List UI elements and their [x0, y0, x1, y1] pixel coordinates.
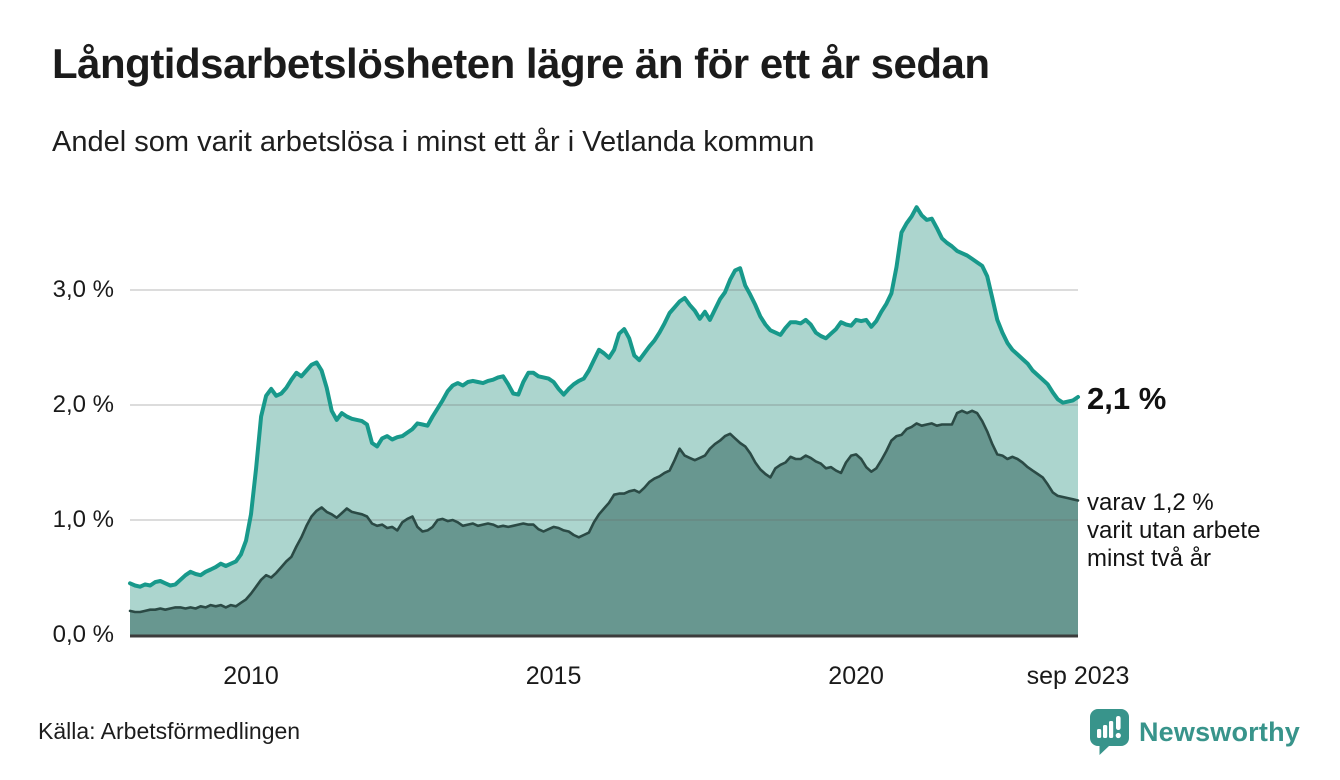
x-axis-label: 2015 [525, 662, 582, 690]
brand-name: Newsworthy [1138, 716, 1300, 747]
x-axis-label: 2010 [223, 662, 279, 690]
two-year-annotation: varav 1,2 % varit utan arbete minst två … [1087, 489, 1260, 573]
y-axis-label: 3,0 % [52, 276, 114, 303]
annotation-line: minst två år [1087, 545, 1212, 572]
y-axis-label: 2,0 % [52, 391, 114, 418]
annotation-line: varav 1,2 % [1087, 489, 1214, 516]
latest-value-label: 2,1 % [1087, 381, 1167, 416]
source-credit: Källa: Arbetsförmedlingen [38, 718, 301, 744]
page-title: Långtidsarbetslösheten lägre än för ett … [52, 40, 990, 87]
chart-subtitle: Andel som varit arbetslösa i minst ett å… [52, 126, 815, 158]
x-axis-label: 2020 [828, 662, 884, 690]
y-axis-label: 0,0 % [52, 621, 114, 648]
y-axis-label: 1,0 % [52, 506, 114, 533]
bar-chart-speech-bubble-icon [1089, 708, 1130, 756]
newsworthy-logo[interactable]: Newsworthy [1089, 706, 1300, 758]
annotation-line: varit utan arbete [1087, 517, 1261, 544]
x-axis-label: sep 2023 [1026, 662, 1130, 690]
